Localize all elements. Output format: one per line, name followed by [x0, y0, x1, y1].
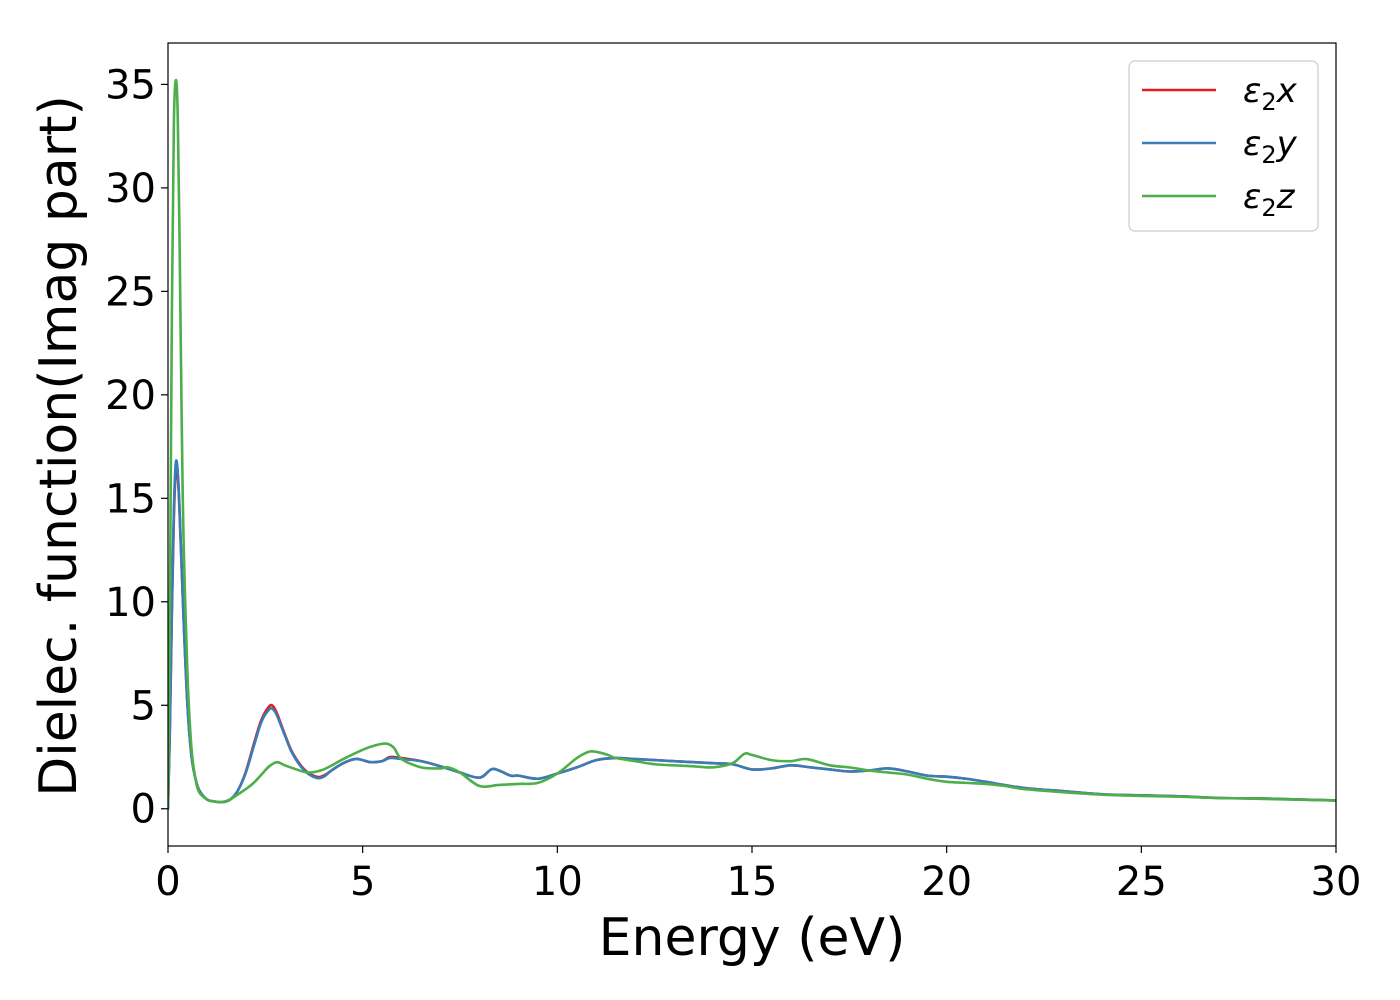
x-tick-label: 0 [155, 859, 180, 905]
series-layer [168, 78, 1336, 811]
y-tick-label: 0 [131, 787, 156, 833]
y-tick-label: 20 [105, 373, 156, 419]
y-axis-label: Dielec. function(Imag part) [29, 95, 89, 797]
x-axis-label: Energy (eV) [599, 908, 906, 968]
legend-label-z: ε2z [1243, 177, 1296, 222]
y-tick-label: 10 [105, 580, 156, 626]
y-tick-label: 25 [105, 269, 156, 315]
series-line-z [168, 78, 1336, 811]
y-axis-ticks: 0 5 10 15 20 25 30 35 [105, 62, 168, 833]
legend-label-y: ε2y [1243, 124, 1298, 169]
y-tick-label: 30 [105, 166, 156, 212]
y-tick-label: 35 [105, 62, 156, 108]
x-tick-label: 10 [532, 859, 583, 905]
y-tick-label: 15 [105, 476, 156, 522]
x-axis-ticks: 0 5 10 15 20 25 30 [155, 846, 1361, 905]
legend: ε2x ε2y ε2z [1128, 60, 1319, 232]
x-tick-label: 15 [727, 859, 778, 905]
legend-box [1128, 60, 1319, 232]
x-tick-label: 5 [350, 859, 375, 905]
x-tick-label: 25 [1116, 859, 1167, 905]
legend-label-x: ε2x [1243, 71, 1298, 116]
x-tick-label: 30 [1311, 859, 1362, 905]
y-tick-label: 5 [131, 683, 156, 729]
x-tick-label: 20 [921, 859, 972, 905]
